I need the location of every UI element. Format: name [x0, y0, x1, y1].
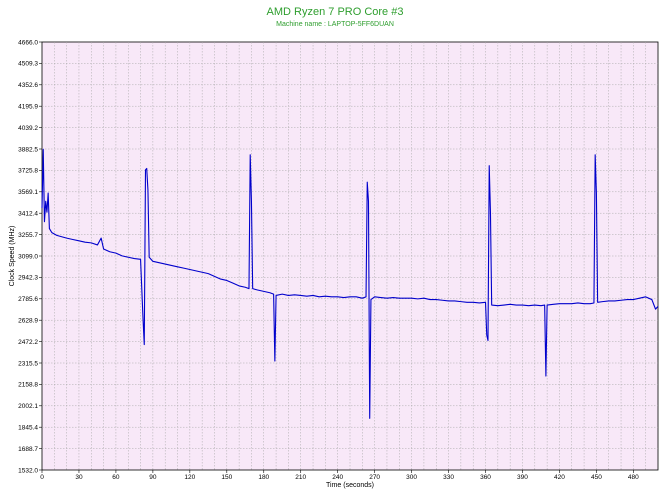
y-tick-label: 3882.5 — [18, 146, 38, 153]
x-tick-label: 30 — [75, 474, 83, 481]
x-tick-label: 120 — [184, 474, 195, 481]
y-tick-label: 2315.5 — [18, 360, 38, 367]
y-tick-label: 3255.7 — [18, 232, 38, 239]
y-tick-label: 2628.9 — [18, 318, 38, 325]
y-axis-ticks: 1532.0 1688.7 1845.4 2002.1 2158.8 2315.5 2472… — [18, 39, 42, 474]
x-tick-label: 210 — [295, 474, 306, 481]
x-tick-label: 300 — [406, 474, 417, 481]
x-axis-ticks: 0 30 60 90 120 150 180 210 240 270 300 330 360 390 420… — [40, 470, 639, 481]
y-tick-label: 4509.3 — [18, 61, 38, 68]
x-axis-label: Time (seconds) — [326, 482, 374, 489]
x-tick-label: 420 — [554, 474, 565, 481]
x-tick-label: 390 — [517, 474, 528, 481]
y-tick-label: 3099.0 — [18, 253, 38, 260]
y-tick-label: 4195.9 — [18, 104, 38, 111]
chart-subtitle: Machine name : LAPTOP-5FF6DUAN — [276, 21, 394, 28]
series-line-0 — [41, 148, 659, 419]
x-tick-label: 480 — [628, 474, 639, 481]
x-tick-label: 90 — [149, 474, 157, 481]
y-tick-label: 4352.6 — [18, 82, 38, 89]
y-tick-label: 3412.4 — [18, 211, 38, 218]
y-tick-label: 2472.2 — [18, 339, 38, 346]
x-tick-label: 330 — [443, 474, 454, 481]
y-tick-label: 1688.7 — [18, 446, 38, 453]
y-tick-label: 1532.0 — [18, 467, 38, 474]
x-tick-label: 150 — [221, 474, 232, 481]
grid-lines — [42, 42, 658, 470]
y-tick-label: 3569.1 — [18, 189, 38, 196]
y-tick-label: 4039.2 — [18, 125, 38, 132]
y-tick-label: 2002.1 — [18, 403, 38, 410]
y-tick-label: 2942.3 — [18, 275, 38, 282]
series-group — [41, 148, 659, 419]
x-tick-label: 360 — [480, 474, 491, 481]
y-axis-label: Clock Speed (MHz) — [9, 226, 16, 287]
x-tick-label: 0 — [40, 474, 44, 481]
chart-title: AMD Ryzen 7 PRO Core #3 — [266, 6, 404, 18]
y-tick-label: 4666.0 — [18, 39, 38, 46]
y-tick-label: 1845.4 — [18, 425, 38, 432]
x-tick-label: 60 — [112, 474, 120, 481]
x-tick-label: 450 — [591, 474, 602, 481]
y-tick-label: 3725.8 — [18, 168, 38, 175]
x-tick-label: 240 — [332, 474, 343, 481]
y-tick-label: 2158.8 — [18, 382, 38, 389]
x-tick-label: 270 — [369, 474, 380, 481]
x-tick-label: 180 — [258, 474, 269, 481]
y-tick-label: 2785.6 — [18, 296, 38, 303]
